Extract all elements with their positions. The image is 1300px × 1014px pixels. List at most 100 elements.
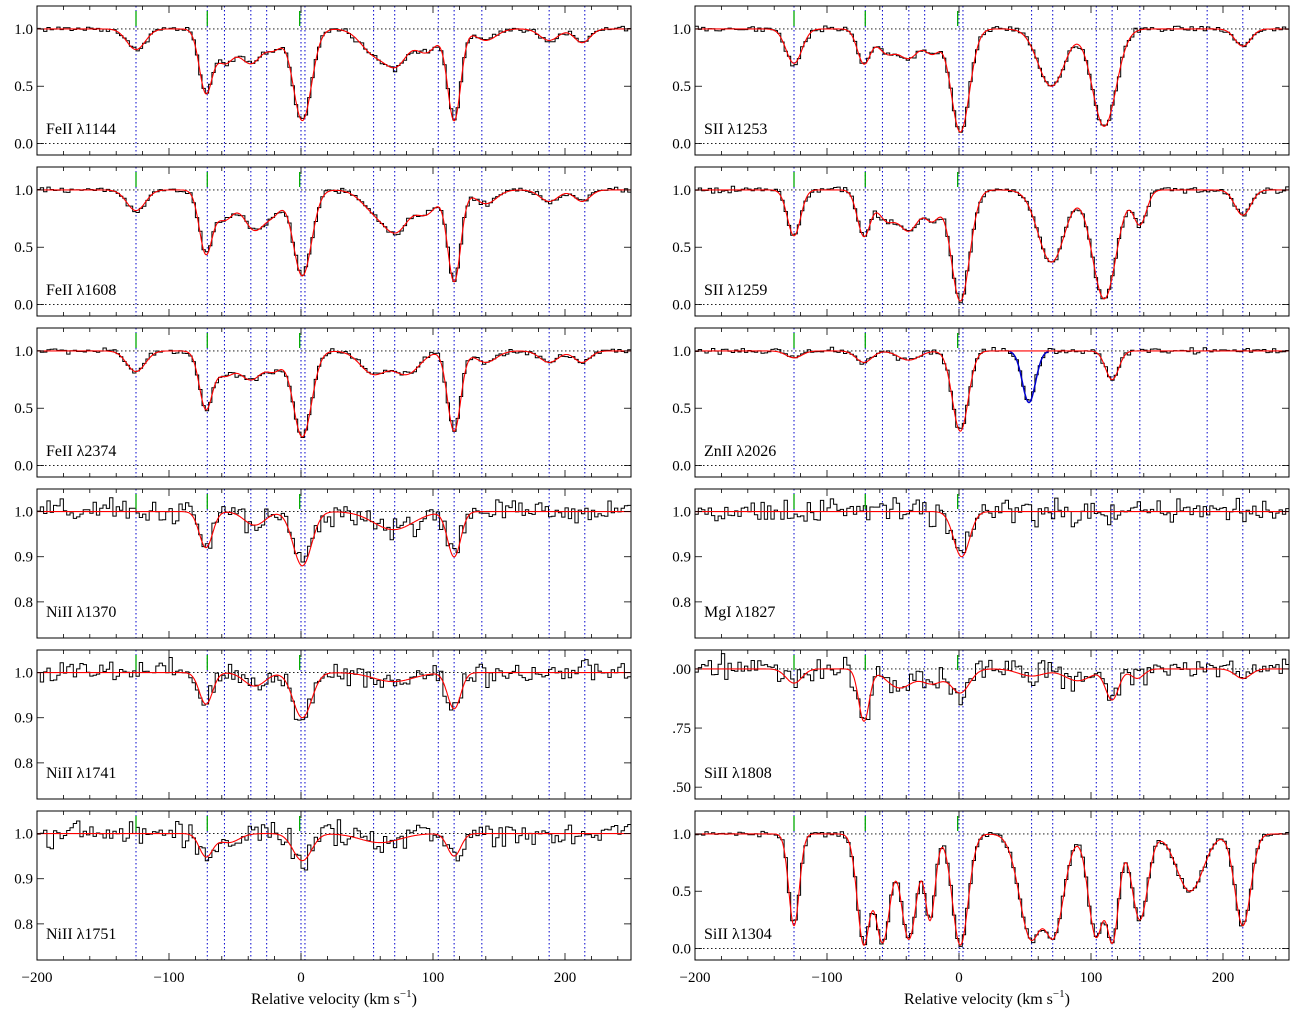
model-fit <box>695 28 1289 133</box>
y-tick-label: 0.8 <box>672 595 691 611</box>
panel-frame <box>694 166 1290 317</box>
y-tick-label: 1.0 <box>672 22 691 38</box>
ion-label: NiII λ1751 <box>46 926 116 943</box>
y-tick-label: 0.0 <box>14 459 33 475</box>
x-tick-label: −200 <box>22 970 53 986</box>
ion-label: ZnII λ2026 <box>704 443 776 460</box>
ion-label: SiII λ1808 <box>704 765 772 782</box>
panel-frame <box>36 166 632 317</box>
panel-niii-1370: 0.8 0.9 1.0 NiII λ1370 <box>14 488 632 639</box>
y-tick-label: 1.0 <box>672 827 691 843</box>
ion-label: SII λ1259 <box>704 282 767 299</box>
model-fit <box>37 350 631 438</box>
y-tick-label: 1.0 <box>672 183 691 199</box>
panel-niii-1751: 0.8 0.9 1.0 NiII λ1751 −200 −100 0 100 200 <box>14 810 632 986</box>
y-tick-label: 0.5 <box>672 884 691 900</box>
y-tick-label: .75 <box>672 721 691 737</box>
y-tick-label: 0.8 <box>14 756 33 772</box>
y-tick-label: 0.9 <box>14 711 33 727</box>
plot-area <box>695 489 1289 638</box>
model-fit <box>37 28 631 122</box>
panel-feii-1144: 0.0 0.5 1.0 FeII λ1144 <box>14 5 632 156</box>
x-tick-label: 0 <box>297 970 305 986</box>
y-tick-label: 1.0 <box>672 505 691 521</box>
y-tick-label: 0.9 <box>14 550 33 566</box>
x-tick-label: 0 <box>955 970 963 986</box>
y-tick-label: 0.0 <box>672 459 691 475</box>
observed-spectrum <box>695 346 1289 429</box>
y-tick-label: 0.0 <box>14 137 33 153</box>
observed-spectrum <box>37 819 631 871</box>
x-tick-label: 100 <box>1080 970 1103 986</box>
y-tick-label: 1.0 <box>14 827 33 843</box>
x-tick-label: −100 <box>154 970 185 986</box>
panel-feii-2374: 0.0 0.5 1.0 FeII λ2374 <box>14 327 632 478</box>
model-fit <box>37 672 631 719</box>
y-tick-label: 0.9 <box>672 550 691 566</box>
blend-model <box>1008 350 1050 404</box>
y-tick-label: 0.0 <box>672 137 691 153</box>
y-tick-label: .50 <box>672 780 691 796</box>
y-tick-label: 0.8 <box>14 917 33 933</box>
y-tick-label: 0.0 <box>672 298 691 314</box>
model-fit <box>695 833 1289 946</box>
ion-label: SiII λ1304 <box>704 926 772 943</box>
y-tick-label: .00 <box>672 662 691 678</box>
x-axis-title-left: Relative velocity (km s−1) <box>251 988 417 1008</box>
ion-label: MgI λ1827 <box>704 604 775 621</box>
ion-label: NiII λ1370 <box>46 604 116 621</box>
model-fit <box>695 350 1289 432</box>
plot-area <box>37 811 631 960</box>
panel-znii-2026: 0.0 0.5 1.0 ZnII λ2026 <box>672 327 1290 478</box>
y-tick-label: 1.0 <box>14 505 33 521</box>
panel-frame <box>36 5 632 156</box>
panel-frame <box>694 5 1290 156</box>
y-tick-label: 1.0 <box>672 344 691 360</box>
panel-siii-1304: 0.0 0.5 1.0 SiII λ1304 −200 −100 0 100 200 <box>672 810 1290 986</box>
panel-sii-1259: 0.0 0.5 1.0 SII λ1259 <box>672 166 1290 317</box>
panel-frame <box>36 649 632 800</box>
y-tick-label: 0.5 <box>14 240 33 256</box>
plot-area <box>695 6 1289 155</box>
panel-frame <box>694 488 1290 639</box>
y-tick-label: 1.0 <box>14 344 33 360</box>
panel-siii-1808: .50 .75 .00 SiII λ1808 <box>672 649 1290 800</box>
observed-spectrum <box>695 25 1289 133</box>
x-axis-title-right: Relative velocity (km s−1) <box>904 988 1070 1008</box>
model-fit <box>695 189 1289 302</box>
model-fit <box>695 668 1289 722</box>
panel-frame <box>36 810 632 961</box>
x-tick-label: −200 <box>680 970 711 986</box>
plot-area <box>695 650 1289 799</box>
panel-niii-1741: 0.8 0.9 1.0 NiII λ1741 <box>14 649 632 800</box>
observed-spectrum <box>695 497 1289 553</box>
y-tick-label: 1.0 <box>14 666 33 682</box>
y-tick-label: 0.0 <box>14 298 33 314</box>
plot-area <box>37 650 631 799</box>
panel-mgi-1827: 0.8 0.9 1.0 MgI λ1827 <box>672 488 1290 639</box>
observed-spectrum <box>37 497 631 563</box>
ion-label: FeII λ2374 <box>46 443 116 460</box>
panel-feii-1608: 0.0 0.5 1.0 FeII λ1608 <box>14 166 632 317</box>
plot-area <box>695 811 1289 960</box>
observed-spectrum <box>37 186 631 282</box>
plot-area <box>37 328 631 477</box>
plot-area <box>695 167 1289 316</box>
panel-frame <box>36 488 632 639</box>
panel-frame <box>694 327 1290 478</box>
panel-frame <box>36 327 632 478</box>
y-tick-label: 0.0 <box>672 942 691 958</box>
plot-area <box>37 167 631 316</box>
plot-area <box>37 489 631 638</box>
panel-frame <box>694 810 1290 961</box>
plot-area <box>37 6 631 155</box>
model-fit <box>695 511 1289 558</box>
ion-label: SII λ1253 <box>704 121 767 138</box>
panel-sii-1253: 0.0 0.5 1.0 SII λ1253 <box>672 5 1290 156</box>
ion-label: FeII λ1144 <box>46 121 116 138</box>
y-tick-label: 0.8 <box>14 595 33 611</box>
y-tick-label: 0.5 <box>672 79 691 95</box>
x-tick-label: −100 <box>812 970 843 986</box>
model-fit <box>37 189 631 283</box>
